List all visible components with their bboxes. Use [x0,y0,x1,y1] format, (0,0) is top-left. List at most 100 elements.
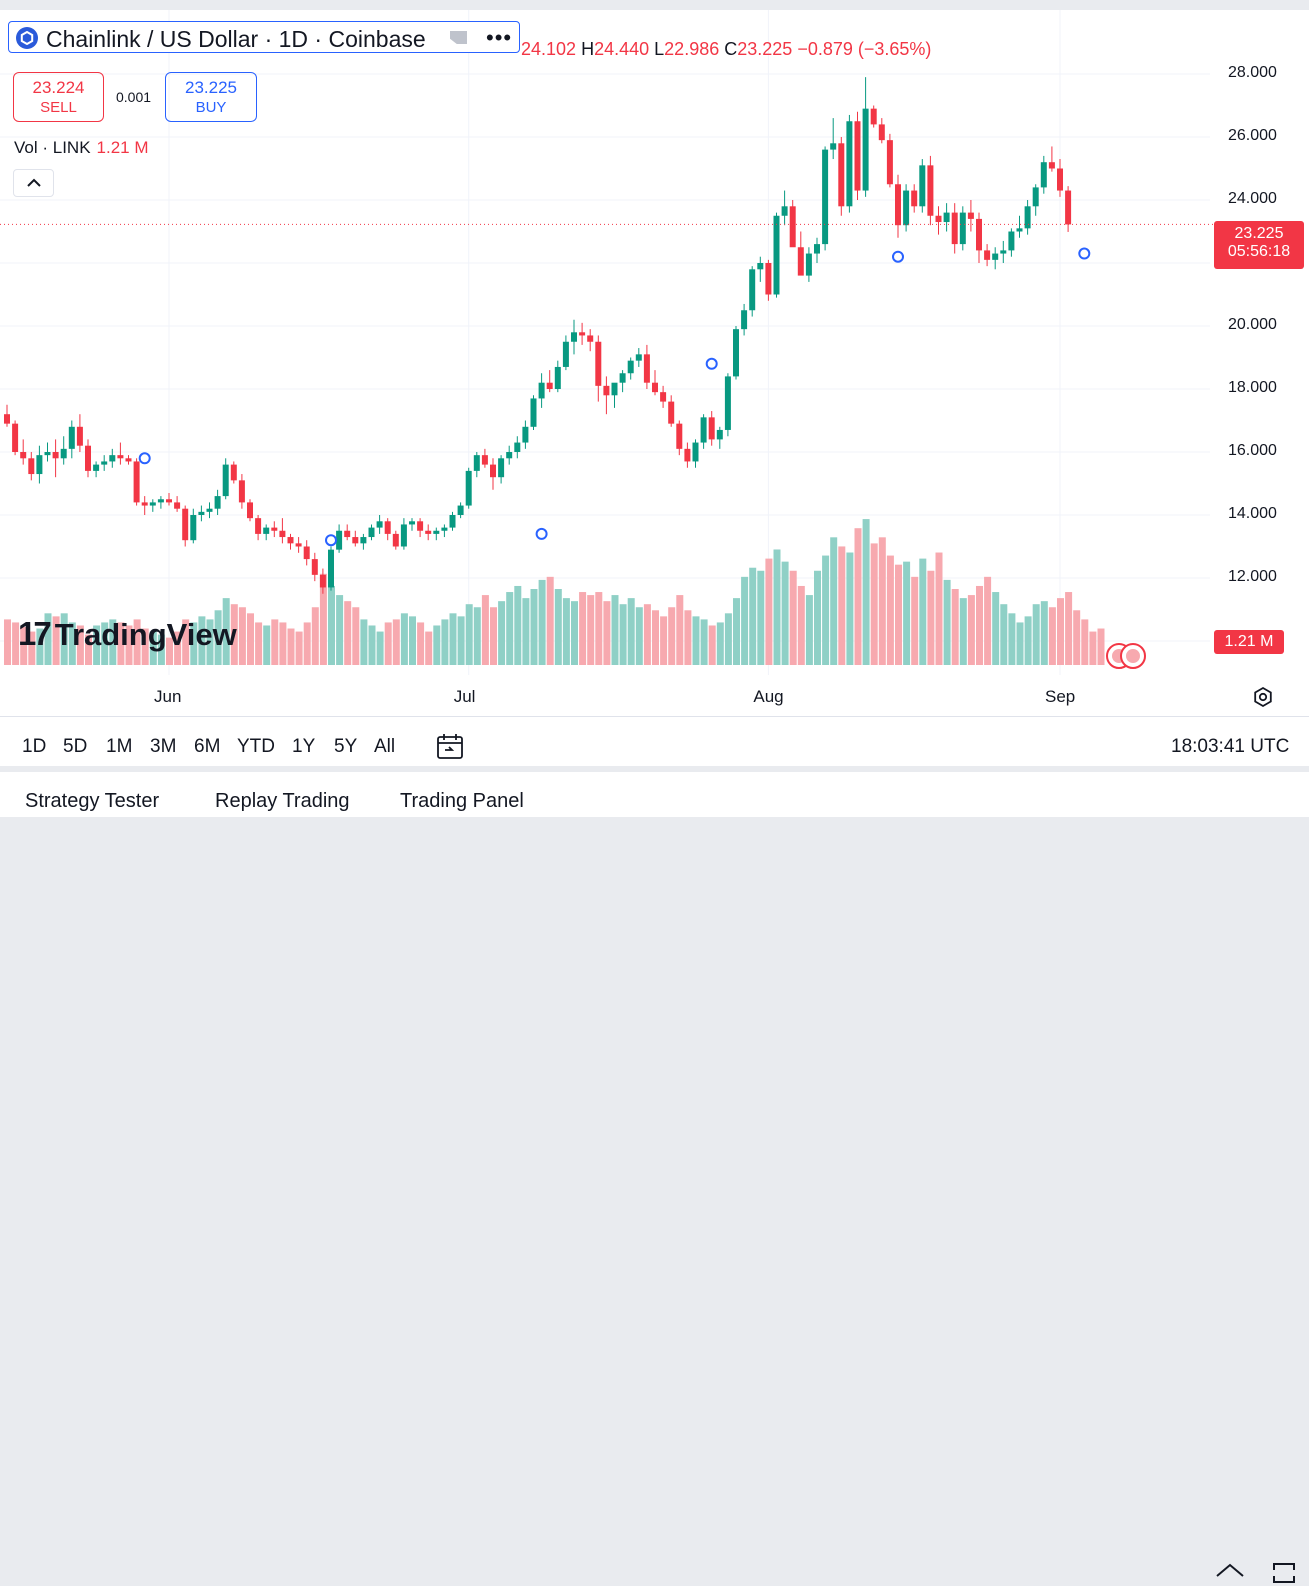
volume-bar [222,598,230,665]
volume-bar [295,631,303,665]
event-flag-icon [1126,649,1140,663]
range-button[interactable]: 3M [150,736,177,757]
volume-bar [93,625,101,665]
candle-body [109,455,116,462]
ohlc-legend: 24.102 H24.440 L22.986 C23.225 −0.879 (−… [521,39,931,60]
candle-body [700,417,707,443]
volume-bar [214,610,222,665]
volume-bar [692,616,700,665]
volume-bar [984,576,992,665]
range-button[interactable]: 6M [194,736,221,757]
candle-body [846,121,853,207]
volume-bar [1048,607,1056,665]
candle-body [1040,162,1047,188]
candle-body [1008,231,1015,251]
bottom-tab[interactable]: Replay Trading [215,790,350,812]
volume-bar [1032,604,1040,665]
volume-bar [376,631,384,665]
event-marker [535,527,548,540]
volume-bar [425,631,433,665]
candle-body [611,382,618,396]
volume-bar [52,616,60,665]
buy-button[interactable]: 23.225 BUY [165,72,257,122]
volume-bar [60,613,68,665]
candle-body [571,332,577,342]
chevron-up-icon[interactable] [1215,1560,1245,1580]
price-axis-label: 28.000 [1228,64,1277,81]
volume-bar [1008,613,1016,665]
volume-legend[interactable]: Vol · LINK 1.21 M [14,138,149,158]
collapse-legend-button[interactable] [13,169,54,197]
candle-body [149,502,156,506]
maximize-icon[interactable] [1270,1560,1298,1586]
calendar-goto-icon[interactable] [436,732,464,760]
candle-body [870,108,877,125]
candle-body [797,247,804,276]
candle-body [481,455,488,465]
range-button[interactable]: 5D [63,736,88,757]
candle-body [967,212,974,219]
volume-bar [546,576,554,665]
candle-body [595,341,602,386]
range-button[interactable]: 1M [106,736,133,757]
volume-bar [878,537,886,665]
event-markers [138,247,1146,669]
range-button[interactable]: 5Y [334,736,358,757]
volume-bar [166,637,173,665]
volume-bar [133,619,141,665]
volume-bar [895,564,902,665]
range-button[interactable]: All [374,736,396,757]
symbol-header[interactable]: Chainlink / US Dollar · 1D · Coinbase ••… [8,21,520,53]
candle-body [862,108,869,191]
candle-body [76,426,83,446]
chart-canvas[interactable] [0,10,1309,766]
volume-bar [587,595,595,665]
candle-body [506,452,513,459]
volume-bar [959,598,967,665]
event-marker [138,452,151,465]
chart-panel[interactable]: Chainlink / US Dollar · 1D · Coinbase ••… [0,10,1309,766]
candle-body [927,165,934,216]
candle-body [190,515,197,541]
candle-body [733,329,739,377]
volume-bar [247,613,254,665]
time-axis-label: Jun [154,687,182,706]
price-axis-label: 20.000 [1228,316,1277,333]
volume-bar [279,622,287,665]
more-icon[interactable]: ••• [486,25,513,50]
range-button[interactable]: 1Y [292,736,316,757]
range-button[interactable]: 1D [22,736,47,757]
clock-timezone[interactable]: 18:03:41 UTC [1171,736,1290,757]
candle-body [101,461,108,465]
volume-bar [838,546,846,665]
bottom-tab[interactable]: Strategy Tester [25,790,160,812]
volume-bar [805,595,813,665]
flag-icon[interactable] [450,31,467,44]
bottom-tab[interactable]: Trading Panel [400,790,524,812]
candle-body [554,366,561,389]
range-button[interactable]: YTD [237,736,275,757]
volume-bar [1057,598,1064,665]
candle-body [724,376,731,430]
volume-bar [951,589,959,665]
volume-bar [854,528,862,665]
volume-bar [311,607,319,665]
volume-bar [595,592,603,665]
volume-bar [174,631,182,665]
close-key: C [724,39,738,59]
candle-body [182,508,189,541]
settings-gear-icon[interactable] [1252,686,1274,708]
candle-body [449,515,456,528]
volume-bar [797,585,805,665]
volume-bar [927,570,935,665]
symbol-title[interactable]: Chainlink / US Dollar · 1D · Coinbase [46,26,426,52]
volume-bar [603,601,611,665]
volume-bar [352,607,360,665]
spread-value: 0.001 [116,89,152,105]
candle-body [328,549,334,588]
volume-bar [757,570,765,665]
sell-button[interactable]: 23.224 SELL [13,72,104,122]
candle-body [886,140,893,185]
volume-bar [182,619,190,665]
tradingview-logo[interactable]: 17 TradingView [18,615,237,653]
